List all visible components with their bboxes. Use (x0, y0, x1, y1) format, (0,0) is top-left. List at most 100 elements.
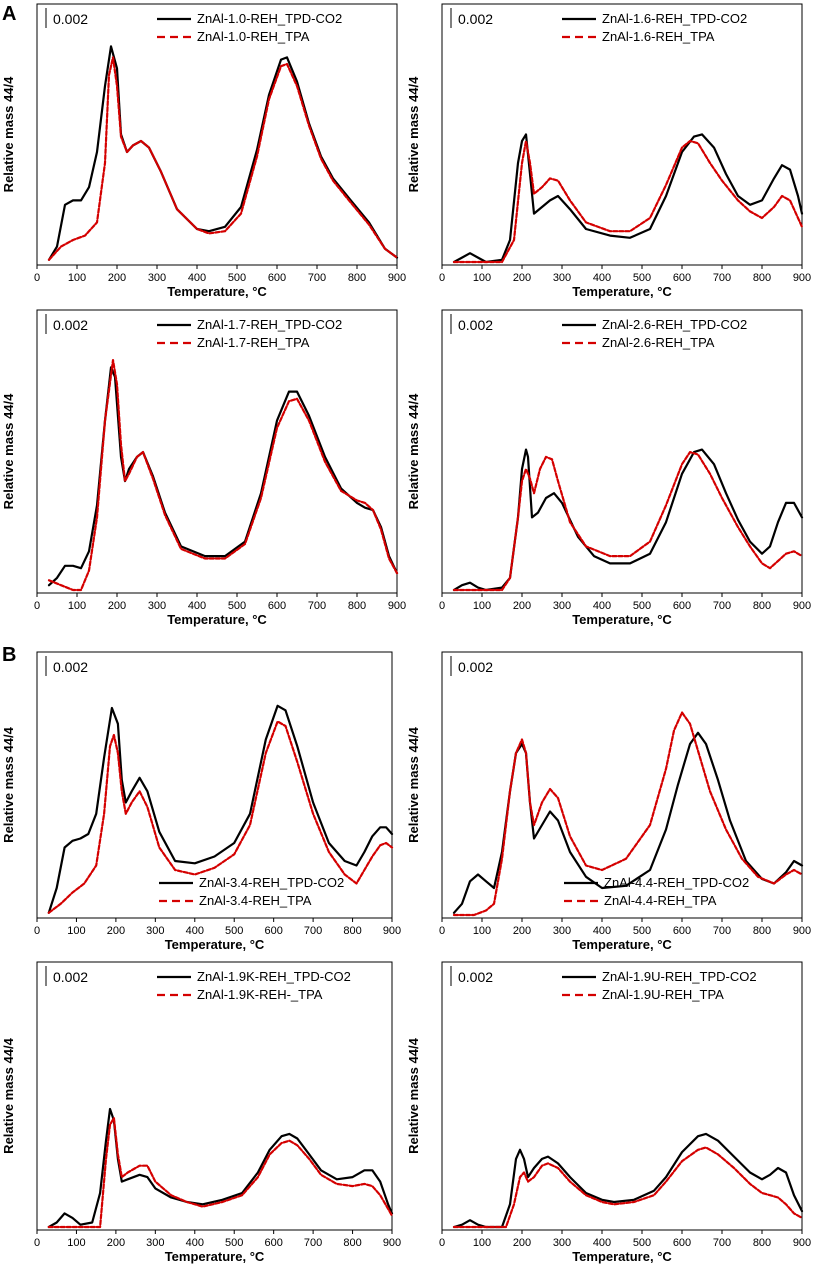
scale-label: 0.002 (458, 969, 493, 985)
x-tick-label: 100 (473, 1237, 491, 1249)
x-tick-label: 100 (473, 600, 491, 612)
x-axis-label: Temperature, °C (572, 284, 672, 299)
legend-label: ZnAl-1.7-REH_TPA (197, 335, 310, 350)
legend-label: ZnAl-1.0-REH_TPA (197, 29, 310, 44)
legend-label: ZnAl-3.4-REH_TPD-CO2 (199, 875, 344, 890)
x-tick-label: 800 (753, 272, 771, 284)
x-axis-label: Temperature, °C (572, 937, 672, 952)
panel-label-b: B (2, 644, 16, 666)
x-axis-label: Temperature, °C (572, 1249, 672, 1264)
x-axis-label: Temperature, °C (167, 284, 267, 299)
x-tick-label: 400 (593, 1237, 611, 1249)
x-tick-label: 0 (439, 600, 445, 612)
legend-label: ZnAl-4.4-REH_TPD-CO2 (604, 875, 749, 890)
series-line-2 (47, 1116, 394, 1229)
x-tick-label: 600 (673, 925, 691, 937)
chart-panel-1: 0 100 200 300 400 500 600 700 800 900 Temperature,… (1, 3, 406, 299)
x-tick-label: 0 (34, 1237, 40, 1249)
legend-label: ZnAl-3.4-REH_TPA (199, 893, 312, 908)
x-tick-label: 200 (108, 600, 126, 612)
x-tick-label: 0 (34, 925, 40, 937)
x-tick-label: 500 (228, 600, 246, 612)
x-tick-label: 700 (713, 1237, 731, 1249)
y-axis-label: Relative mass 44/4 (406, 76, 421, 192)
x-tick-label: 700 (713, 272, 731, 284)
chart-panel-7: 0 100 200 300 400 500 600 700 800 900 Temperature,… (1, 961, 401, 1264)
x-tick-label: 200 (107, 925, 125, 937)
scale-label: 0.002 (53, 969, 88, 985)
x-tick-label: 400 (593, 600, 611, 612)
legend: ZnAl-1.0-REH_TPD-CO2 ZnAl-1.0-REH_TPA (157, 11, 342, 44)
legend-label: ZnAl-1.9U-REH_TPD-CO2 (602, 969, 757, 984)
legend-label: ZnAl-1.6-REH_TPD-CO2 (602, 11, 747, 26)
series-line-1 (452, 1132, 804, 1229)
y-axis-label: Relative mass 44/4 (1, 726, 16, 842)
x-tick-label: 700 (304, 925, 322, 937)
plot-frame (441, 3, 803, 266)
legend-label: ZnAl-1.6-REH_TPA (602, 29, 715, 44)
x-tick-label: 200 (513, 600, 531, 612)
x-axis-label: Temperature, °C (165, 1249, 265, 1264)
x-tick-label: 700 (713, 925, 731, 937)
x-tick-label: 100 (473, 272, 491, 284)
chart-grid: 0 100 200 300 400 500 600 700 800 900 Temperature,… (1, 3, 811, 1264)
scale-label: 0.002 (53, 11, 88, 27)
x-tick-label: 800 (753, 925, 771, 937)
legend-label: ZnAl-1.7-REH_TPD-CO2 (197, 317, 342, 332)
series-line-2 (452, 711, 804, 917)
x-tick-label: 700 (308, 600, 326, 612)
series-line-2 (452, 139, 804, 264)
legend: ZnAl-1.9U-REH_TPD-CO2 ZnAl-1.9U-REH_TPA (562, 969, 757, 1002)
x-tick-label: 900 (793, 1237, 811, 1249)
scale-label: 0.002 (53, 317, 88, 333)
y-axis-label: Relative mass 44/4 (406, 393, 421, 509)
legend-label: ZnAl-4.4-REH_TPA (604, 893, 717, 908)
legend: ZnAl-1.6-REH_TPD-CO2 ZnAl-1.6-REH_TPA (562, 11, 747, 44)
x-tick-label: 900 (793, 925, 811, 937)
x-tick-label: 300 (553, 925, 571, 937)
x-tick-label: 900 (383, 925, 401, 937)
chart-panel-8: 0 100 200 300 400 500 600 700 800 900 Temperature,… (406, 961, 811, 1264)
y-axis-label: Relative mass 44/4 (1, 1037, 16, 1153)
x-tick-label: 500 (633, 272, 651, 284)
x-tick-label: 0 (34, 600, 40, 612)
x-tick-label: 500 (633, 600, 651, 612)
x-tick-label: 600 (268, 600, 286, 612)
x-tick-label: 500 (633, 1237, 651, 1249)
panel-label-a: A (2, 3, 16, 25)
x-tick-label: 900 (383, 1237, 401, 1249)
x-tick-label: 500 (633, 925, 651, 937)
x-tick-label: 0 (34, 272, 40, 284)
x-tick-label: 100 (68, 600, 86, 612)
x-tick-label: 200 (513, 925, 531, 937)
legend-label: ZnAl-1.9K-REH-_TPA (197, 987, 323, 1002)
x-tick-label: 800 (348, 600, 366, 612)
x-tick-label: 600 (673, 600, 691, 612)
x-tick-label: 200 (108, 272, 126, 284)
series-line-2 (47, 720, 394, 914)
x-tick-label: 100 (67, 925, 85, 937)
chart-panel-6: 0 100 200 300 400 500 600 700 800 900 Temperature,… (406, 651, 811, 952)
x-tick-label: 100 (68, 272, 86, 284)
x-tick-label: 600 (673, 272, 691, 284)
plot-frame (36, 309, 398, 594)
legend: ZnAl-1.9K-REH_TPD-CO2 ZnAl-1.9K-REH-_TPA (157, 969, 351, 1002)
x-tick-label: 400 (186, 925, 204, 937)
x-tick-label: 400 (188, 600, 206, 612)
x-tick-label: 900 (388, 272, 406, 284)
x-tick-label: 300 (146, 1237, 164, 1249)
x-tick-label: 200 (513, 272, 531, 284)
x-tick-label: 600 (673, 1237, 691, 1249)
x-tick-label: 900 (388, 600, 406, 612)
x-tick-label: 400 (188, 272, 206, 284)
legend-label: ZnAl-2.6-REH_TPD-CO2 (602, 317, 747, 332)
legend-label: ZnAl-1.9K-REH_TPD-CO2 (197, 969, 351, 984)
x-tick-label: 300 (553, 272, 571, 284)
x-tick-label: 400 (593, 272, 611, 284)
x-tick-label: 200 (107, 1237, 125, 1249)
x-tick-label: 700 (713, 600, 731, 612)
x-axis-label: Temperature, °C (167, 612, 267, 627)
x-tick-label: 0 (439, 925, 445, 937)
scale-label: 0.002 (458, 659, 493, 675)
